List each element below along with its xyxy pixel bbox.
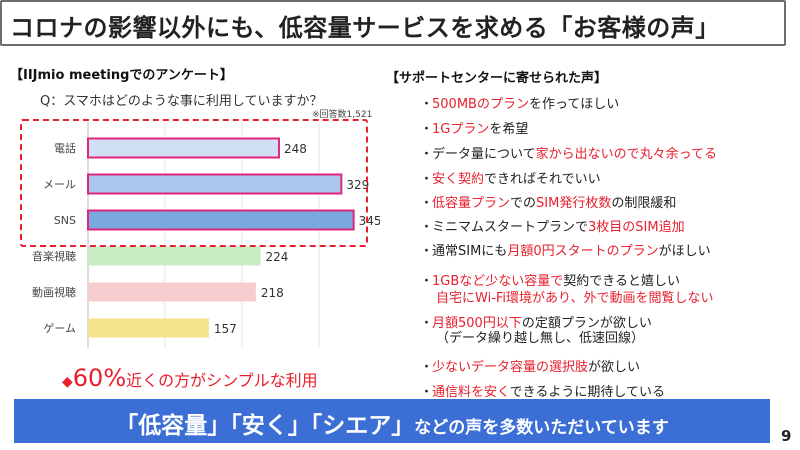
voice-text: を作ってほしい [528,97,620,112]
voice-item: ・ミニマムスタートプランで3枚目のSIM追加 [420,216,685,235]
voice-item: ・通常SIMにも月額0円スタートのプランがほしい [420,240,711,259]
voice-item: ・データ量について家から出ないので丸々余ってる [420,143,717,162]
category-label: SNS [54,214,76,227]
bullet-dot: ・ [420,385,434,400]
voice-text: 月額500円以下 [432,316,522,331]
response-count-note: ※回答数1,521 [312,110,373,120]
voice-item: ・通信料を安くできるように期待している [420,381,665,400]
summary-percent: 60% [72,364,127,392]
page-number: 9 [781,427,792,445]
diamond-icon: ◆ [62,374,73,390]
voice-text: 家から出ないので丸々余ってる [535,147,717,162]
banner-keyword-low-capacity: 「低容量」 [115,413,231,439]
survey-section-title: 【IIJmio meetingでのアンケート】 [10,68,233,83]
voice-text: の定額プランが欲しい [521,316,652,331]
voice-text: 少ないデータ容量の選択肢 [432,360,589,375]
summary-footnote: ◆60%近くの方がシンプルな利用 [62,364,318,392]
bullet-dot: ・ [420,274,434,289]
category-label: 電話 [54,141,76,155]
data-label: 345 [359,214,380,228]
bullet-dot: ・ [420,316,434,331]
voice-text: できればそれでいい [484,172,601,187]
voice-item: ・1Gプランを希望 [420,118,528,137]
voice-text: 1GBなど少ない容量で [432,274,564,289]
support-section-title: 【サポートセンターに寄せられた声】 [386,71,608,86]
data-label: 157 [214,322,237,336]
title-bar: コロナの影響以外にも、低容量サービスを求める「お客様の声」 [0,0,786,46]
voice-text: の制限緩和 [611,196,677,211]
voice-text: SIM発行枚数 [536,196,612,211]
slide-title: コロナの影響以外にも、低容量サービスを求める「お客様の声」 [10,14,720,42]
banner-keyword-cheap: 「安く」 [230,413,311,439]
voice-text: ミニマムスタートプランで [432,220,589,235]
bullet-dot: ・ [420,220,434,235]
summary-banner: 「低容量」「安く」「シエア」などの声を多数いただいています [14,399,770,443]
bullet-dot: ・ [420,244,434,259]
bar [88,318,209,338]
voice-text: がほしい [658,244,711,259]
bullet-dot: ・ [420,147,434,162]
bar [88,282,256,302]
voice-text: データ量について [432,147,536,162]
data-label: 224 [265,250,288,264]
voice-text: 通常SIMにも [432,244,508,259]
bullet-dot: ・ [420,172,434,187]
voice-text: 低容量プラン [432,196,511,211]
bullet-dot: ・ [420,122,434,137]
bar [87,173,343,195]
voice-text: が欲しい [588,360,641,375]
voice-text: できるように期待している [509,385,665,400]
voice-text: 3枚目のSIM追加 [588,220,685,235]
voice-text: での [510,196,537,211]
voice-item: ・低容量プランでのSIM発行枚数の制限緩和 [420,192,676,211]
usage-bar-chart: 電話 248 メール 329 SNS 345 音楽視聴 224 動画視聴 218 ゲーム 157 [32,122,380,348]
voice-item: ・安く契約できればそれでいい [420,168,601,187]
voice-text: 通信料を安く [432,385,510,400]
voice-item: ・月額500円以下の定額プランが欲しい [420,312,652,331]
banner-keyword-share: 「シエア」 [310,413,415,439]
category-label: メール [43,178,76,191]
bullet-dot: ・ [420,196,434,211]
voice-text: 安く契約 [432,172,485,187]
voice-text: 契約できると嬉しい [563,274,681,289]
banner-rest: などの声を多数いただいています [414,418,669,438]
survey-question: Q：スマホはどのような事に利用していますか？ [40,94,323,109]
highlight-dashed-box [20,119,368,247]
bar [87,137,280,159]
voice-sub-line-1: 自宅にWi-Fi環境があり、外で動画を閲覧しない [436,291,714,306]
category-label: 動画視聴 [32,285,76,299]
voice-item: ・1GBなど少ない容量で契約できると嬉しい [420,270,680,289]
bullet-dot: ・ [420,360,434,375]
bar [88,246,261,266]
voice-text: 500MBのプラン [432,97,529,112]
voice-text: 月額0円スタートのプラン [507,244,659,259]
bullet-dot: ・ [420,97,434,112]
data-label: 248 [284,142,307,156]
category-label: 音楽視聴 [32,249,76,263]
voice-item: ・少ないデータ容量の選択肢が欲しい [420,356,640,375]
data-label: 329 [346,178,369,192]
voice-item: ・500MBのプランを作ってほしい [420,93,619,112]
voice-sub-line-2: （データ繰り越し無し、低速回線） [436,331,645,346]
category-label: ゲーム [43,322,76,335]
voice-text: を希望 [489,122,529,137]
voice-text: 1Gプラン [432,122,490,137]
data-label: 218 [261,286,284,300]
bar [87,209,355,231]
summary-text: 近くの方がシンプルな利用 [126,371,318,390]
